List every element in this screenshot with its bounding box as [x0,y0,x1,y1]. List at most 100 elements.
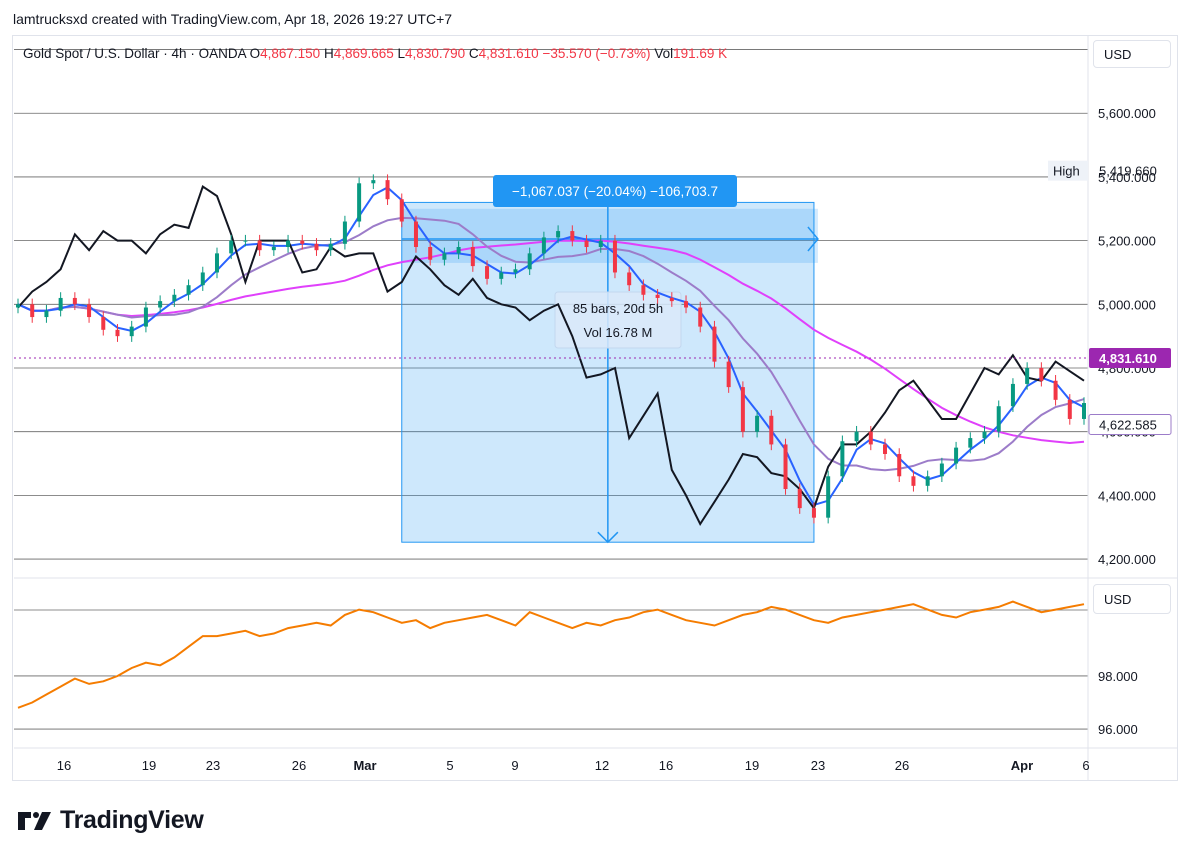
last-price-text: 4,831.610 [1099,351,1157,366]
tradingview-logo-icon [18,811,51,830]
candle-body [300,240,305,244]
candle-body [257,240,262,251]
measure-bars: 85 bars, 20d 5h [573,301,663,316]
candle-body [655,294,660,298]
candle-body [158,301,163,308]
candle-body [115,329,120,337]
candle-body [982,431,987,439]
lower-tick: 98.000 [1098,669,1138,684]
high-value: 5,419.660 [1099,164,1157,179]
price-tick: 5,400.000 [1098,170,1156,185]
high-value: 4,869.665 [333,46,394,61]
series-lines [17,184,1085,709]
currency-button[interactable]: USD [1093,40,1171,68]
candle-body [939,463,944,477]
candle-body [712,326,717,362]
candle-body [385,180,390,200]
close-value: 4,831.610 [478,46,539,61]
measure-vol: Vol 16.78 M [584,325,653,340]
price-tick: 5,600.000 [1098,106,1156,121]
price-tick: 4,400.000 [1098,488,1156,503]
candle-body [342,221,347,244]
candle-body [143,307,148,327]
time-label: Apr [1011,758,1033,773]
candle-body [811,508,816,518]
brand-name: TradingView [60,806,204,834]
candle-body [740,387,745,432]
candle-body [1010,383,1015,407]
candle-body [357,183,362,222]
open-value: 4,867.150 [260,46,321,61]
chart-frame [12,35,1178,781]
candle-body [925,476,930,486]
high-label-box [1048,160,1088,181]
measure-arrow-down [597,531,619,544]
candle-body [314,243,319,251]
change-value: −35.570 (−0.73%) [542,46,651,61]
candle-body [897,453,902,477]
time-label: 5 [446,758,453,773]
ma-value-text: 4,622.585 [1099,418,1157,433]
price-tick: 4,200.000 [1098,552,1156,567]
tradingview-logo[interactable]: TradingView [16,806,204,835]
candle-body [627,272,632,286]
measure-tool: −1,067.037 (−20.04%) −106,703.7 85 bars, … [401,175,819,544]
candle-body [58,297,63,311]
candle-body [1082,403,1086,419]
volume-label: Vol [654,46,674,61]
candle-body [996,406,1001,432]
candle-body [172,294,177,302]
time-label: 19 [142,758,156,773]
candles [16,174,1086,524]
candle-body [44,310,49,318]
time-label: 6 [1082,758,1089,773]
candle-body [598,240,603,247]
candle-body [854,431,859,442]
candle-body [229,240,234,254]
candle-body [755,415,760,432]
ma-mid-line [17,216,1085,472]
candle-body [1039,368,1044,381]
candle-body [513,269,518,273]
time-label: Mar [353,758,376,773]
candle-body [527,253,532,270]
time-label: 26 [895,758,909,773]
low-label: L [397,46,406,61]
symbol-legend: Gold Spot / U.S. Dollar · 4h · OANDA O4,… [23,46,727,61]
candle-body [868,431,873,445]
candle-body [456,246,461,254]
low-value: 4,830.790 [405,46,466,61]
candle-body [200,272,205,286]
measure-summary: −1,067.037 (−20.04%) −106,703.7 [512,184,718,199]
candle-body [1025,368,1030,384]
candle-body [186,285,191,295]
ma-value-tag [1088,414,1172,436]
candle-body [911,476,916,486]
time-label: 16 [659,758,673,773]
candle-body [840,441,845,477]
candle-body [16,304,20,308]
candle-body [271,246,276,251]
price-tick: 5,200.000 [1098,234,1156,249]
candle-body [442,253,447,260]
high-label: H [323,46,334,61]
candle-body [556,231,561,238]
candle-body [72,297,77,305]
measure-arrow-head [807,226,819,252]
currency-button-lower[interactable]: USD [1093,584,1171,614]
candle-body [399,199,404,222]
candle-body [584,240,589,247]
candle-body [87,304,92,318]
candle-body [30,304,35,318]
high-label: High [1053,164,1080,179]
open-label: O [249,46,261,61]
time-label: 26 [292,758,306,773]
candle-body [214,253,219,273]
candle-body [470,246,475,267]
candle-body [570,231,575,241]
candle-body [726,361,731,388]
candle-body [797,489,802,509]
time-label: 23 [811,758,825,773]
time-label: 23 [206,758,220,773]
